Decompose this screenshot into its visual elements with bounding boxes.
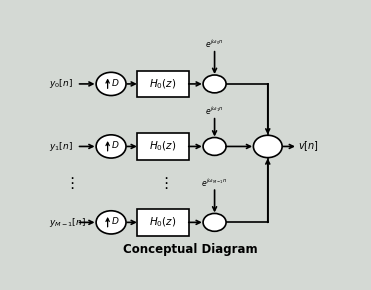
Circle shape [96,211,126,234]
Circle shape [203,137,226,155]
Circle shape [96,135,126,158]
Text: $e^{j\omega_{M-1} n}$: $e^{j\omega_{M-1} n}$ [201,177,228,189]
Text: $e^{j\omega_1 n}$: $e^{j\omega_1 n}$ [205,105,224,117]
Text: $y_1[n]$: $y_1[n]$ [49,140,73,153]
Text: $\vdots$: $\vdots$ [158,175,168,191]
Text: $\vdots$: $\vdots$ [64,175,75,191]
Circle shape [96,72,126,95]
Text: $v[n]$: $v[n]$ [298,139,319,153]
FancyBboxPatch shape [137,133,189,160]
Text: D: D [112,217,119,226]
Text: $H_0(z)$: $H_0(z)$ [149,140,177,153]
Text: $y_{M-1}[n]$: $y_{M-1}[n]$ [49,216,86,229]
Circle shape [203,75,226,93]
Text: $H_0(z)$: $H_0(z)$ [149,77,177,91]
Text: $y_0[n]$: $y_0[n]$ [49,77,73,90]
Text: $e^{j\omega_0 n}$: $e^{j\omega_0 n}$ [205,38,224,50]
Circle shape [203,213,226,231]
Text: Conceptual Diagram: Conceptual Diagram [123,243,257,256]
FancyBboxPatch shape [137,70,189,97]
Text: D: D [112,141,119,150]
FancyBboxPatch shape [137,209,189,236]
Text: D: D [112,79,119,88]
Circle shape [253,135,282,158]
Text: $H_0(z)$: $H_0(z)$ [149,215,177,229]
